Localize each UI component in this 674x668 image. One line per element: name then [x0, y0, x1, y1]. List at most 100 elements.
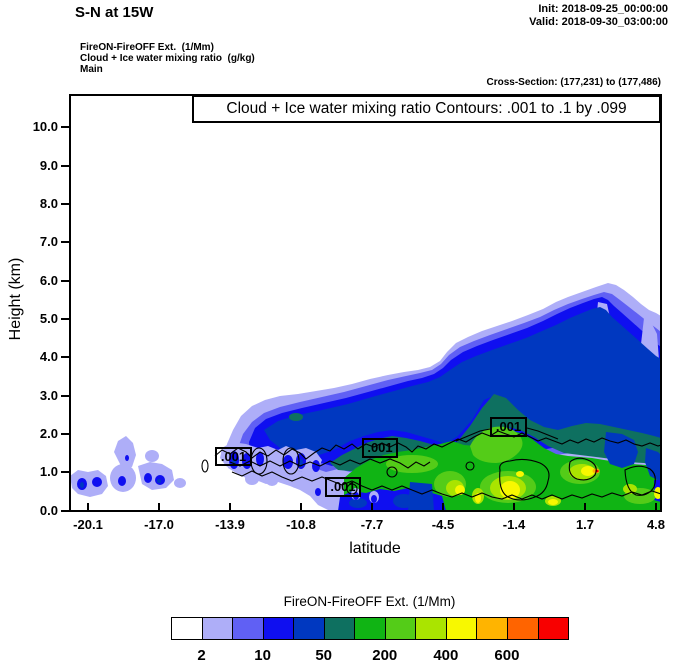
- fill-left-blob-e: [174, 478, 186, 488]
- product-line-3: Main: [80, 64, 103, 75]
- colorbar-cell: [507, 617, 539, 640]
- contour-line-middle: [229, 458, 431, 469]
- contour-loop: [386, 466, 398, 478]
- colorbar-cell: [476, 617, 509, 640]
- fill-bright-green-5: [386, 455, 438, 473]
- contour-loop: [499, 458, 550, 501]
- contour-loop: [465, 461, 475, 471]
- colorbar-cell: [323, 617, 356, 640]
- fill-left-blob-f: [145, 450, 159, 462]
- y-tick-label: 9.0: [39, 158, 58, 173]
- x-tick-label: -1.4: [502, 517, 526, 532]
- colorbar-tick-label: 10: [254, 647, 271, 664]
- contour-loop: [568, 457, 597, 481]
- cloud-contour-label: .001: [325, 477, 361, 497]
- cloud-contour-label: .001: [215, 447, 252, 466]
- y-tick-label: 3.0: [39, 388, 58, 403]
- contour-strand: [455, 428, 491, 442]
- page-title: S-N at 15W: [75, 4, 154, 21]
- x-tick-label: -4.5: [431, 517, 455, 532]
- y-tick-label: 0.0: [39, 503, 58, 518]
- cloud-contour-lines: [201, 427, 661, 501]
- y-tick-label: 1.0: [39, 464, 58, 479]
- fill-left-core: [92, 477, 102, 487]
- colorbar-tick-label: 400: [433, 647, 459, 664]
- fill-left-blob-d: [138, 462, 174, 490]
- contour-strand: [526, 427, 559, 440]
- y-tick-label: 6.0: [39, 273, 58, 288]
- fill-mid-core: [256, 452, 264, 466]
- x-tick-label: -7.7: [360, 517, 384, 532]
- fill-mid-core: [371, 495, 377, 503]
- fill-mid-core: [315, 488, 321, 496]
- fill-navy-surface-1: [349, 498, 367, 508]
- colorbar-cell: [171, 617, 203, 640]
- cloud-contour-label: .001: [362, 438, 398, 458]
- fill-mid-light: [266, 476, 278, 486]
- contour-loop: [201, 459, 209, 473]
- fill-yellow-5: [516, 471, 524, 477]
- x-tick-label: 4.8: [646, 517, 666, 532]
- x-axis-title: latitude: [349, 540, 401, 557]
- colorbar-tick-label: 600: [494, 647, 520, 664]
- contour-line-lower: [231, 470, 661, 500]
- colorbar-cell: [262, 617, 295, 640]
- fill-navy-tongue: [604, 432, 638, 468]
- contour-line-upper: [214, 430, 661, 460]
- fill-left-blob-a: [70, 470, 108, 497]
- colorbar-cell: [354, 617, 386, 640]
- contour-loop: [346, 483, 358, 495]
- y-tick-label: 10.0: [32, 119, 58, 134]
- colorbar-cell: [415, 617, 447, 640]
- y-tick-label: 2.0: [39, 426, 58, 441]
- x-tick-label: -17.0: [144, 517, 174, 532]
- colorbar-title: FireON-FireOFF Ext. (1/Mm): [283, 594, 456, 609]
- colorbar-tick-label: 50: [315, 647, 333, 664]
- fill-left-core: [118, 476, 126, 486]
- colorbar-cell: [384, 617, 417, 640]
- fill-left-blob-c: [114, 436, 136, 467]
- fill-navy-right-edge: [645, 448, 661, 482]
- contour-fill-layers: [70, 283, 661, 511]
- colorbar-tick-label: 2: [197, 647, 206, 664]
- fill-yellow-3: [581, 466, 595, 476]
- colorbar-cell: [537, 617, 570, 640]
- colorbar-cell: [232, 617, 264, 640]
- cross-section-coords: Cross-Section: (177,231) to (177,486): [486, 77, 661, 88]
- x-tick-label: -10.8: [286, 517, 316, 532]
- fill-navy-core: [264, 307, 661, 456]
- colorbar-cell: [445, 617, 478, 640]
- fill-left-navy: [80, 482, 84, 488]
- valid-time: Valid: 2018-09-30_03:00:00: [529, 16, 668, 28]
- x-tick-label: -13.9: [215, 517, 245, 532]
- cloud-contour-label: .001: [490, 417, 527, 437]
- fill-mid-light: [245, 473, 259, 485]
- fill-left-navy: [157, 479, 161, 483]
- colorbar-tick-label: 200: [372, 647, 398, 664]
- fill-navy-column: [408, 482, 434, 511]
- colorbar-cell: [201, 617, 234, 640]
- fill-teal-dot: [289, 413, 303, 421]
- in-plot-title: Cloud + Ice water mixing ratio Contours:…: [192, 95, 661, 123]
- y-tick-label: 5.0: [39, 311, 58, 326]
- y-tick-label: 7.0: [39, 234, 58, 249]
- fill-yellow-4: [548, 499, 558, 505]
- fill-yellow-2: [455, 485, 465, 495]
- contour-loop: [624, 465, 656, 496]
- y-tick-label: 8.0: [39, 196, 58, 211]
- product-description: FireON-FireOFF Ext. (1/Mm) Cloud + Ice w…: [80, 42, 255, 75]
- x-tick-label: 1.7: [575, 517, 595, 532]
- fill-left-core: [144, 473, 152, 483]
- product-line-1: FireON-FireOFF Ext. (1/Mm): [80, 42, 214, 53]
- y-tick-label: 4.0: [39, 349, 58, 364]
- fill-left-core: [125, 455, 129, 461]
- axis-ticks: [61, 126, 657, 512]
- colorbar: [171, 617, 570, 640]
- colorbar-cell: [293, 617, 325, 640]
- x-tick-label: -20.1: [73, 517, 103, 532]
- init-time: Init: 2018-09-25_00:00:00: [538, 3, 668, 15]
- fill-mid-core: [312, 460, 320, 472]
- y-axis-title: Height (km): [7, 257, 24, 341]
